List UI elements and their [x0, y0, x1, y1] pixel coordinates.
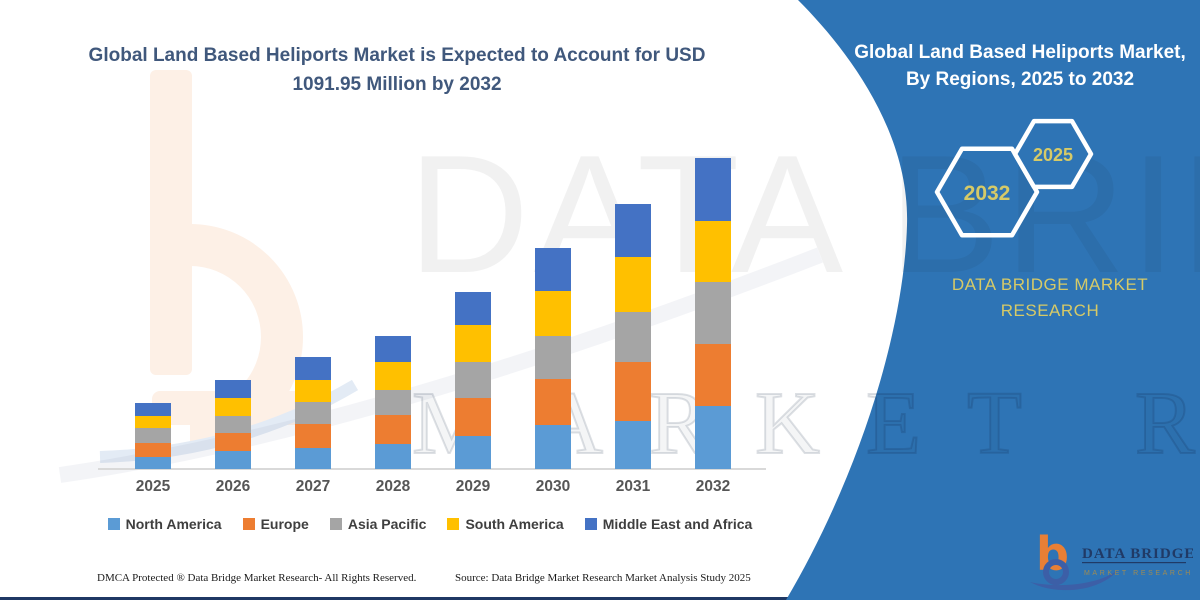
logo-d-bowl [1043, 559, 1069, 585]
hexagon-2025-label: 2025 [1033, 145, 1073, 165]
bottom-border-line [0, 597, 1200, 600]
brand-text: DATA BRIDGE MARKET RESEARCH [951, 275, 1149, 321]
logo-underline [1082, 562, 1186, 564]
watermark-text-marketresearch: MARKET RESEARCH [411, 373, 1200, 474]
logo-subtitle: MARKET RESEARCH [1084, 570, 1193, 577]
footer-dmca-text: DMCA Protected ® Data Bridge Market Rese… [97, 572, 417, 584]
year-hexagons: 2032 2025 [934, 118, 1094, 238]
hexagon-2025 [1012, 118, 1094, 190]
side-panel-title: Global Land Based Heliports Market, By R… [854, 42, 1186, 90]
hexagon-2032 [934, 146, 1040, 238]
databridge-logo: b DATA BRIDGE MARKET RESEARCH [1030, 528, 1193, 591]
logo-swoosh [1030, 570, 1118, 591]
x-axis-line [98, 468, 766, 470]
logo-title: DATA BRIDGE [1082, 546, 1193, 562]
chart-title: Global Land Based Heliports Market is Ex… [88, 45, 706, 95]
hexagon-2032-label: 2032 [964, 182, 1011, 205]
footer-source-text: Source: Data Bridge Market Research Mark… [455, 572, 751, 584]
